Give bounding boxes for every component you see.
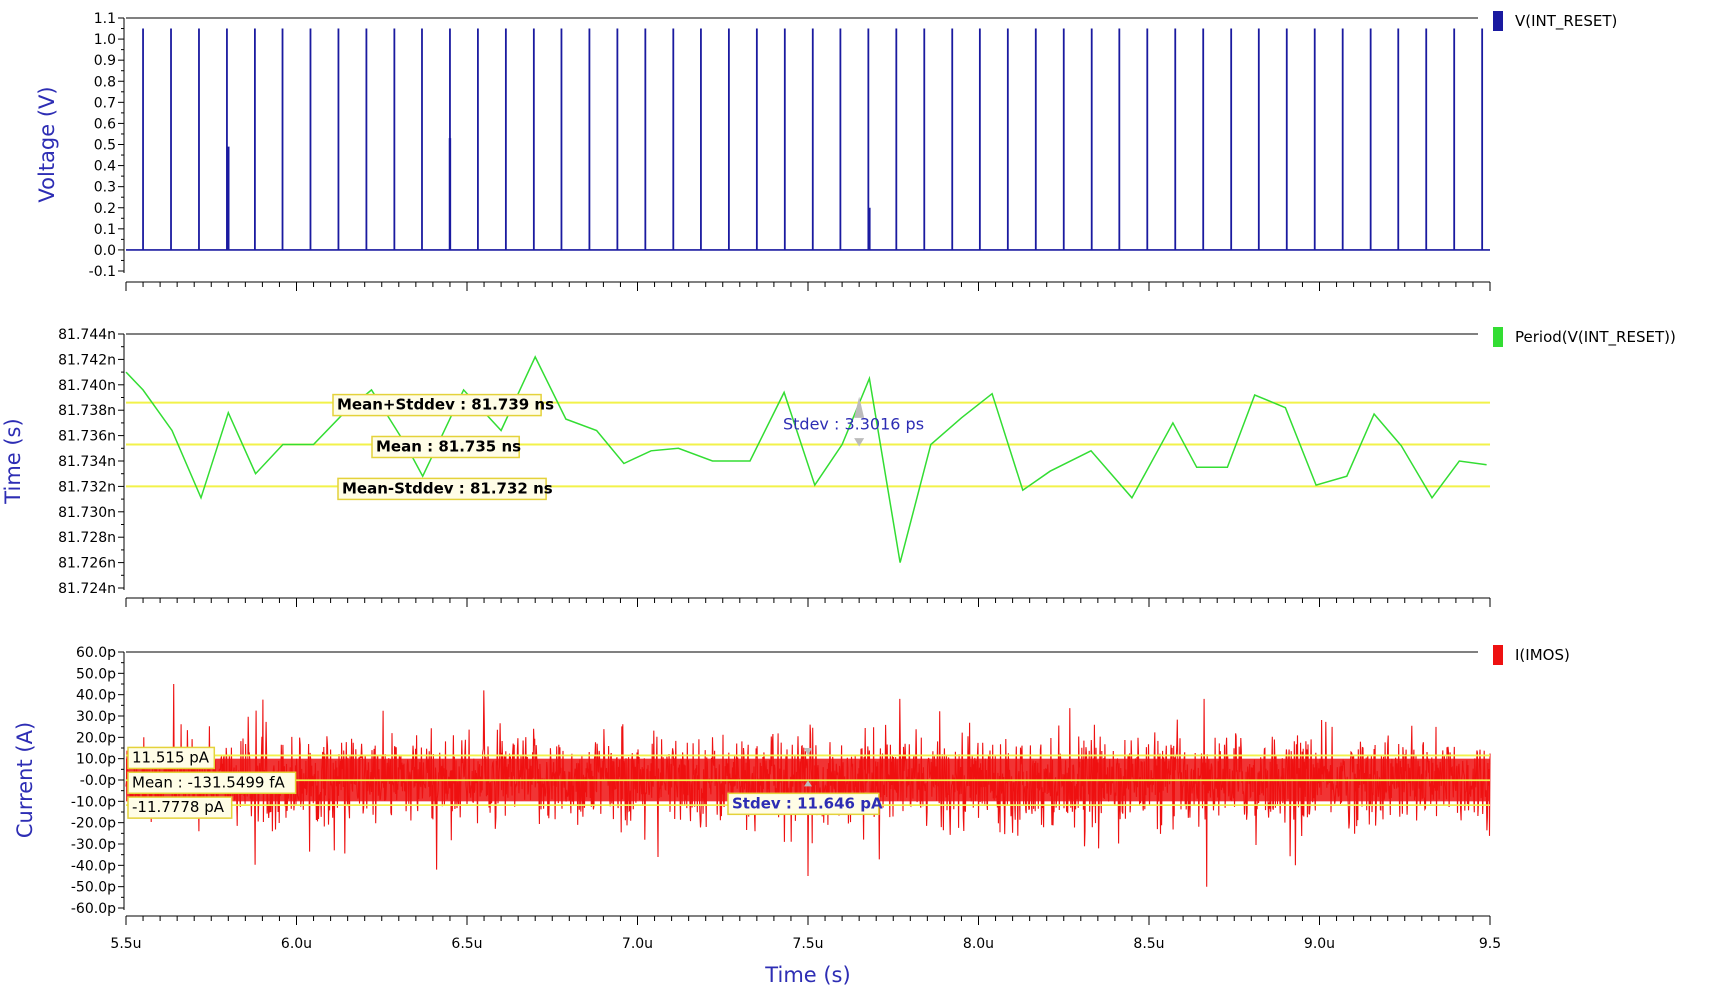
y-tick-label: 0.0 [94,243,116,259]
y-tick-label: -30.0p [71,837,116,853]
y-tick-label: 20.0p [76,730,116,746]
mean-minus-stddev-label-box [337,477,547,501]
stdev-label: Stdev : 3.3016 ps [783,414,924,433]
y-tick-label: 0.1 [94,222,116,238]
legend-swatch [1493,11,1503,31]
legend-swatch [1493,327,1503,347]
x-tick-label: 6.5u [451,936,482,952]
stdev-arrow-up [854,396,865,418]
y-tick-label: 40.0p [76,688,116,704]
y-tick-label: 81.736n [58,429,116,445]
y-tick-label: 0.9 [94,53,116,69]
stdev-label: Stdev : 11.646 pA [732,794,883,812]
y-tick-label: -50.0p [71,880,116,896]
mean-label: Mean : 81.735 ns [376,437,521,455]
x-tick-label: 8.0u [963,936,994,952]
mean-value-label-box [127,771,297,795]
y-tick-label: -20.0p [71,816,116,832]
y-tick-label: -40.0p [71,858,116,874]
x-tick-label: 9.5 [1479,936,1501,952]
panel-3: 60.0p 50.0p 40.0p 30.0p 20.0p 10.0p -0.0p -10.0… [13,645,1570,987]
lower-stddev-label: -11.7778 pA [132,798,225,816]
upper-stddev-label: 11.515 pA [132,748,210,766]
panel-1: 1.1 1.0 0.9 0.8 0.7 0.6 0.5 0.4 0.3 0.2 0.1 0.0 -0.1… [35,11,1617,291]
y-tick-label: 81.738n [58,403,116,419]
y-tick-label: -0.0p [80,773,116,789]
mean-plus-stddev-label-box [332,393,542,417]
x-tick-label: 9.0u [1304,936,1335,952]
y-tick-label: 81.724n [58,581,116,597]
y-tick-label: 50.0p [76,666,116,682]
x-tick-label: 7.0u [622,936,653,952]
y-tick-label: 10.0p [76,752,116,768]
y-tick-label: 60.0p [76,645,116,661]
y-tick-label: 81.728n [58,530,116,546]
y-axis-label: Current (A) [13,722,37,838]
lower-stddev-label-box [127,796,233,819]
x-tick-label: 7.5u [792,936,823,952]
y-tick-label: 0.4 [94,159,116,175]
y-tick-label: -60.0p [71,901,116,917]
mean-minus-stddev-label: Mean-Stddev : 81.732 ns [342,479,553,497]
y-tick-label: 0.8 [94,74,116,90]
panel-2: 81.744n 81.742n 81.740n 81.738n 81.736n 81.73… [1,327,1676,607]
x-axis-label: Time (s) [764,963,850,987]
y-tick-label: -0.1 [89,264,116,280]
y-tick-label: 0.3 [94,180,116,196]
y-axis-label: Time (s) [1,418,25,504]
y-tick-label: 81.734n [58,454,116,470]
y-tick-label: 1.1 [94,11,116,27]
y-tick-label: 81.740n [58,378,116,394]
period-line [125,355,1487,563]
stdev-label-box [727,792,880,816]
mean-plus-stddev-label: Mean+Stddev : 81.739 ns [337,396,554,414]
x-tick-label: 8.5u [1133,936,1164,952]
y-tick-label: 81.730n [58,505,116,521]
y-tick-label: 81.726n [58,556,116,572]
x-tick-label: 6.0u [281,936,312,952]
mean-label-box [371,435,520,459]
stdev-arrow-down [804,780,812,787]
y-tick-label: 1.0 [94,32,116,48]
y-tick-label: 30.0p [76,709,116,725]
y-tick-label: 81.732n [58,479,116,495]
y-axis-label: Voltage (V) [35,86,59,202]
legend-swatch [1493,645,1503,665]
legend-label: I(IMOS) [1515,646,1570,664]
y-tick-label: 81.742n [58,352,116,368]
y-tick-label: 0.5 [94,138,116,154]
y-tick-label: -10.0p [71,794,116,810]
stdev-arrow-up [804,748,812,756]
upper-stddev-label-box [127,746,216,770]
y-tick-label: 0.7 [94,95,116,111]
y-tick-label: 0.6 [94,116,116,132]
legend-label: Period(V(INT_RESET)) [1515,328,1676,347]
stdev-arrow-down [854,438,865,447]
x-tick-label: 5.5u [110,936,141,952]
legend-label: V(INT_RESET) [1515,12,1617,31]
y-tick-label: 0.2 [94,201,116,217]
y-tick-label: 81.744n [58,327,116,343]
mean-value-label: Mean : -131.5499 fA [132,773,285,791]
